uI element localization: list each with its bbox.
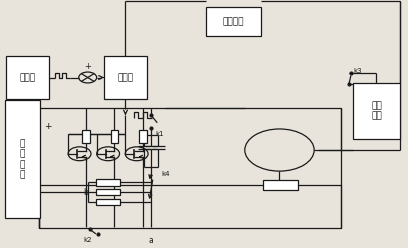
- Text: +: +: [84, 62, 91, 71]
- Text: 直
流
电
源: 直 流 电 源: [20, 139, 25, 180]
- Bar: [206, 7, 261, 36]
- Bar: [353, 83, 400, 139]
- Text: +: +: [44, 122, 51, 131]
- Bar: [96, 189, 120, 195]
- Bar: [96, 199, 120, 205]
- Text: b: b: [83, 188, 88, 197]
- Bar: [263, 180, 298, 190]
- Text: 检测
电路: 检测 电路: [371, 101, 382, 121]
- Text: k1: k1: [155, 131, 164, 137]
- Bar: [104, 56, 147, 99]
- Text: 放大级: 放大级: [118, 73, 133, 82]
- Text: 控制电路: 控制电路: [223, 17, 244, 26]
- Bar: [96, 179, 120, 186]
- Text: k4: k4: [161, 171, 170, 177]
- Text: k3: k3: [353, 68, 361, 74]
- Text: k2: k2: [84, 237, 92, 243]
- Bar: [139, 130, 146, 143]
- Bar: [6, 56, 49, 99]
- Text: 主振级: 主振级: [20, 73, 35, 82]
- Bar: [111, 130, 118, 143]
- Text: -: -: [44, 188, 47, 197]
- Bar: [82, 130, 89, 143]
- Bar: [5, 100, 40, 218]
- Text: a: a: [149, 236, 153, 245]
